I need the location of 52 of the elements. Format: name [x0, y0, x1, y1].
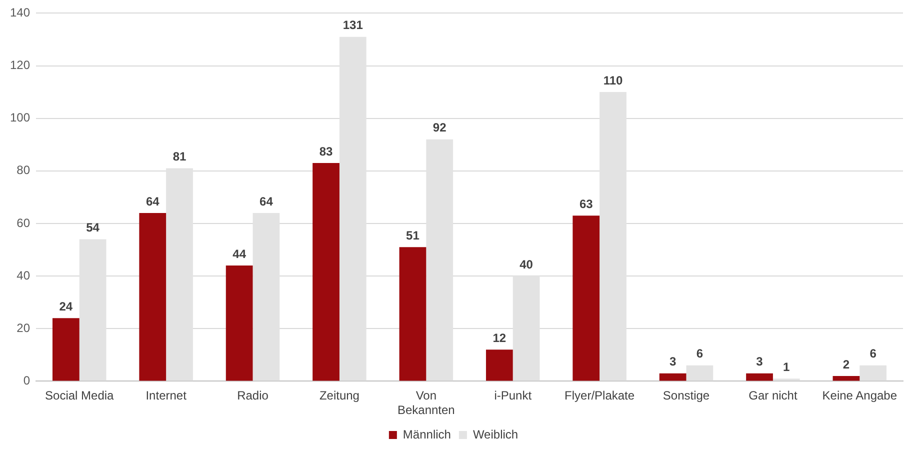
- y-tick-label: 100: [10, 110, 30, 125]
- bar: [746, 373, 773, 381]
- bar: [139, 212, 166, 381]
- data-label: 131: [342, 18, 364, 32]
- data-label: 54: [86, 220, 100, 235]
- x-tick-label: Internet: [146, 388, 188, 403]
- bar: [659, 373, 686, 381]
- x-tick-label: Radio: [237, 388, 269, 403]
- x-tick-label: Von Bekannten: [397, 388, 455, 418]
- data-label: 40: [520, 257, 534, 272]
- bar: [860, 365, 887, 381]
- bar: [312, 163, 340, 381]
- x-tick-label: Gar nicht: [748, 388, 798, 403]
- data-label: 44: [232, 246, 246, 261]
- data-label: 12: [492, 330, 506, 345]
- y-tick-label: 40: [16, 268, 30, 282]
- x-tick-label: Keine Angabe: [822, 388, 898, 403]
- y-tick-label: 60: [16, 216, 30, 230]
- data-label: 3: [669, 354, 676, 369]
- x-tick-label: i-Punkt: [494, 388, 532, 403]
- data-label: 83: [319, 144, 334, 158]
- data-label: 51: [406, 228, 420, 242]
- bar: [572, 216, 600, 381]
- data-label: 92: [432, 120, 447, 135]
- data-label: 63: [579, 196, 594, 211]
- x-tick-label: Sonstige: [662, 388, 710, 403]
- y-tick-label: 20: [16, 320, 30, 335]
- data-label: 6: [696, 346, 704, 361]
- data-label: 64: [260, 194, 274, 208]
- legend-label: Weiblich: [472, 427, 518, 442]
- data-label: 6: [870, 346, 877, 361]
- bar: [52, 318, 80, 381]
- data-label: 3: [756, 354, 764, 369]
- y-tick-label: 80: [16, 163, 30, 178]
- y-tick-label: 120: [10, 58, 30, 72]
- data-label: 1: [783, 360, 790, 374]
- bar: [226, 266, 253, 381]
- bar: [399, 247, 426, 381]
- x-tick-label: Flyer/Plakate: [564, 388, 635, 403]
- data-label: 24: [59, 299, 73, 314]
- data-label: 2: [842, 357, 850, 372]
- data-label: 64: [146, 194, 160, 208]
- y-tick-label: 140: [10, 6, 30, 20]
- x-tick-label: Social Media: [45, 388, 114, 403]
- x-tick-label: Zeitung: [319, 388, 360, 403]
- legend-label: Männlich: [402, 427, 451, 442]
- y-tick-label: 0: [23, 374, 30, 388]
- bar: [832, 376, 860, 381]
- data-label: 110: [603, 73, 623, 88]
- bar: [686, 365, 714, 381]
- bar: [486, 350, 513, 381]
- data-label: 81: [172, 150, 186, 164]
